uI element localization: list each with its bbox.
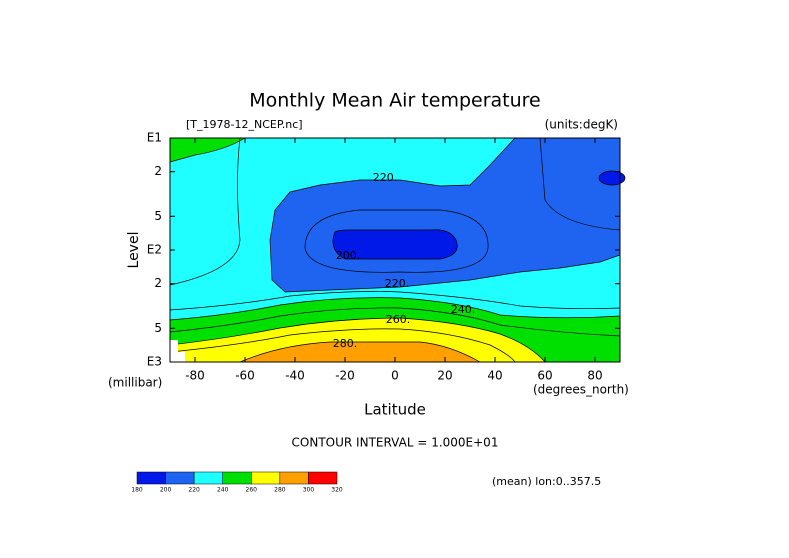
- chart-title: Monthly Mean Air temperature: [249, 90, 540, 112]
- contour-label: 240.: [451, 303, 476, 316]
- contour-line: [304, 209, 489, 273]
- contour-line: [539, 137, 621, 231]
- contour-label: 220.: [385, 277, 410, 290]
- colorbar-label: 200: [160, 487, 172, 494]
- x-units: (degrees_north): [533, 383, 629, 397]
- colorbar-swatch: [165, 471, 195, 485]
- colorbar-label: 220: [188, 487, 200, 494]
- x-tick-label: -40: [285, 369, 305, 383]
- x-tick-label: 20: [437, 369, 452, 383]
- contour-line: [169, 291, 621, 311]
- file-label: [T_1978-12_NCEP.nc]: [186, 118, 303, 131]
- y-tick-label: 2: [154, 276, 162, 290]
- colorbar-label: 260: [246, 487, 258, 494]
- contour-band: [332, 229, 458, 260]
- x-tick-label: -20: [335, 369, 355, 383]
- contour-interval: CONTOUR INTERVAL = 1.000E+01: [292, 436, 499, 450]
- colorbar-swatch: [279, 471, 309, 485]
- y-tick-label: E1: [147, 131, 162, 145]
- colorbar-swatch: [193, 471, 223, 485]
- y-tick-label: E2: [147, 243, 162, 257]
- missing-data: [170, 340, 185, 362]
- x-tick-label: 40: [487, 369, 502, 383]
- note: (mean) lon:0..357.5: [492, 475, 601, 488]
- x-axis-label: Latitude: [364, 401, 426, 419]
- colorbar-swatch: [136, 471, 166, 485]
- contour-label: 260.: [386, 313, 411, 326]
- contour-label: 200.: [336, 249, 361, 262]
- y-tick-label: E3: [147, 355, 162, 369]
- contour-label: 220.: [373, 171, 398, 184]
- contour-band: [239, 341, 482, 363]
- x-tick-label: -60: [235, 369, 255, 383]
- x-tick-label: -80: [185, 369, 205, 383]
- contour-label: 280.: [333, 337, 358, 350]
- colorbar-label: 300: [303, 487, 315, 494]
- x-tick-label: 80: [587, 369, 602, 383]
- colorbar-swatch: [222, 471, 252, 485]
- colorbar-label: 240: [217, 487, 229, 494]
- y-tick-label: 5: [154, 321, 162, 335]
- y-tick-label: 5: [154, 209, 162, 223]
- colorbar-label: 320: [331, 487, 343, 494]
- contour-band: [598, 170, 626, 186]
- x-tick-label: 60: [537, 369, 552, 383]
- y-units: (millibar): [108, 376, 162, 390]
- contour-line: [169, 307, 621, 337]
- colorbar-swatch: [251, 471, 281, 485]
- x-tick-label: 0: [391, 369, 399, 383]
- contour-band: [169, 137, 247, 163]
- contour-line: [169, 137, 241, 286]
- y-axis-label: Level: [126, 232, 142, 269]
- colorbar-swatch: [308, 471, 338, 485]
- colorbar-label: 280: [274, 487, 286, 494]
- colorbar-label: 180: [131, 487, 143, 494]
- contour-line: [169, 328, 516, 363]
- units-label: (units:degK): [545, 118, 618, 132]
- y-tick-label: 2: [154, 164, 162, 178]
